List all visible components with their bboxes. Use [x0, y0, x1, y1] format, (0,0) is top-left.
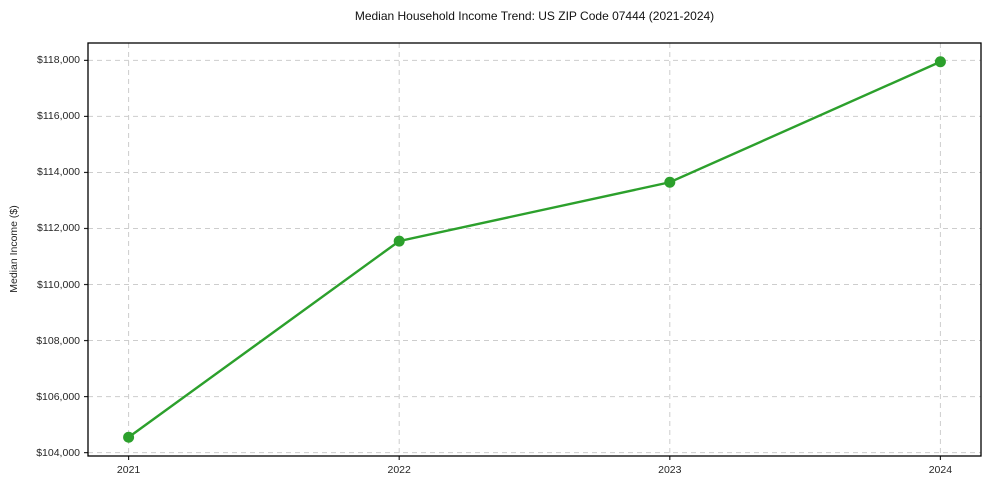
- y-tick-label: $112,000: [36, 222, 80, 235]
- x-tick-label: 2021: [116, 464, 141, 476]
- y-tick-label: $104,000: [36, 446, 80, 459]
- trend-line: [127, 60, 942, 439]
- chart-title: Median Household Income Trend: US ZIP Co…: [354, 9, 715, 23]
- data-point-marker: [123, 431, 135, 443]
- x-tick-label: 2023: [658, 464, 682, 476]
- y-tick-label: $114,000: [36, 166, 80, 179]
- y-tick-label: $108,000: [36, 334, 80, 347]
- x-tick-label: 2022: [387, 464, 411, 476]
- y-tick-label: $110,000: [36, 278, 80, 291]
- data-point-marker: [393, 235, 405, 247]
- data-point-marker: [934, 56, 946, 68]
- y-tick-label: $106,000: [36, 390, 80, 403]
- y-tick-label: $116,000: [36, 110, 80, 123]
- plot-frame: [87, 42, 982, 457]
- data-point-marker: [664, 176, 676, 188]
- y-tick-label: $118,000: [36, 54, 80, 67]
- x-tick-label: 2024: [928, 464, 953, 476]
